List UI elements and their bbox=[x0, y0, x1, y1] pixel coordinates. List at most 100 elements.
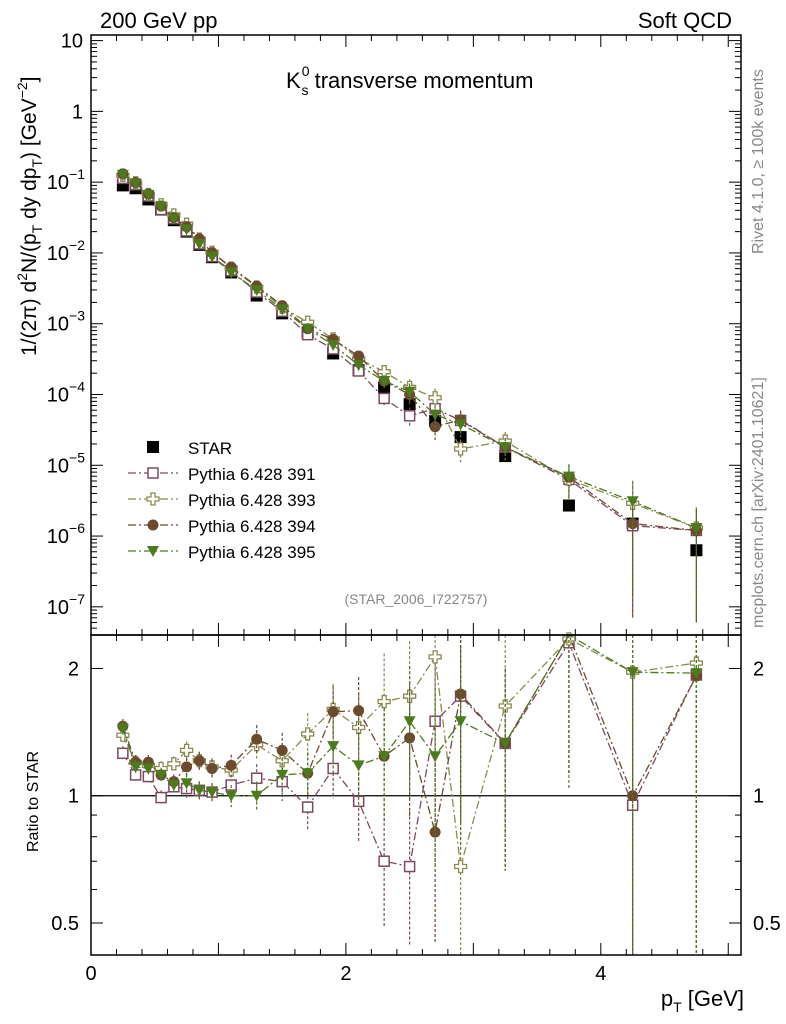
data-point bbox=[403, 410, 416, 422]
x-tick-label: 2 bbox=[340, 963, 351, 985]
ratio-line bbox=[122, 633, 697, 833]
data-point bbox=[499, 450, 512, 463]
data-point bbox=[167, 213, 180, 225]
data-point bbox=[378, 376, 391, 388]
data-point bbox=[626, 496, 639, 508]
ratio-point bbox=[142, 763, 155, 775]
series-line bbox=[122, 174, 697, 529]
ratio-point bbox=[626, 667, 639, 679]
series-pythia-6-428-395 bbox=[116, 169, 703, 621]
data-point bbox=[301, 323, 314, 335]
data-point bbox=[562, 499, 575, 512]
header-right-label: Soft QCD bbox=[638, 8, 732, 33]
ratio-point bbox=[155, 769, 168, 781]
ratio-frame bbox=[90, 634, 742, 956]
x-axis-label: pT [GeV] bbox=[661, 986, 744, 1015]
data-point bbox=[206, 251, 219, 263]
legend-label: Pythia 6.428 393 bbox=[188, 491, 316, 510]
ratio-tick-label: 2 bbox=[68, 658, 79, 680]
data-point bbox=[155, 201, 168, 213]
data-point bbox=[225, 267, 238, 279]
ratio-point bbox=[454, 716, 467, 728]
y-tick-label: 1 bbox=[72, 101, 83, 123]
ratio-point bbox=[206, 787, 219, 799]
legend-item: Pythia 6.428 393 bbox=[128, 491, 316, 510]
title-rest: transverse momentum bbox=[308, 68, 533, 93]
data-point bbox=[562, 471, 575, 483]
ratio-tick-label-right: 0.5 bbox=[753, 913, 781, 935]
legend-label: Pythia 6.428 391 bbox=[188, 465, 316, 484]
ratio-point bbox=[403, 716, 416, 728]
data-point bbox=[276, 304, 289, 316]
ratio-point bbox=[378, 855, 390, 867]
series-line bbox=[122, 177, 697, 532]
data-point bbox=[453, 442, 468, 456]
ratio-point bbox=[327, 741, 340, 753]
title-subscript: s bbox=[301, 82, 308, 98]
ratio-point bbox=[377, 694, 391, 709]
data-point bbox=[429, 409, 442, 421]
ratio-point bbox=[352, 760, 365, 772]
ratio-point bbox=[117, 747, 129, 760]
data-point bbox=[142, 189, 155, 201]
ratio-point bbox=[353, 705, 365, 717]
ratio-point bbox=[167, 780, 180, 792]
ratio-point bbox=[250, 790, 263, 802]
ratio-point bbox=[402, 689, 417, 703]
ratio-plot-area bbox=[116, 632, 704, 955]
ratio-point bbox=[155, 791, 167, 804]
ratio-point bbox=[206, 762, 218, 774]
legend-label: Pythia 6.428 394 bbox=[188, 517, 316, 536]
legend-item: Pythia 6.428 394 bbox=[128, 517, 316, 536]
ratio-point bbox=[167, 757, 181, 771]
main-ylabel: 1/(2π) d2N/(pT dy dpT) [GeV−2] bbox=[14, 76, 45, 356]
series-line bbox=[122, 173, 697, 532]
data-point bbox=[327, 340, 340, 352]
data-point bbox=[352, 360, 365, 372]
ratio-point bbox=[327, 706, 339, 718]
ratio-point bbox=[301, 727, 315, 741]
legend-marker bbox=[147, 441, 159, 453]
ratio-point bbox=[429, 826, 441, 838]
data-point bbox=[454, 419, 467, 431]
ratio-point bbox=[378, 751, 391, 763]
ratio-point bbox=[225, 790, 238, 802]
legend: STAR Pythia 6.428 391 Pythia 6.428 393 Pyth… bbox=[128, 439, 316, 562]
ratio-line bbox=[122, 634, 697, 797]
ratio-series-pythia-6-428-395 bbox=[116, 634, 703, 955]
ratio-tick-label-right: 1 bbox=[753, 786, 764, 808]
data-point bbox=[353, 350, 365, 362]
ratio-point bbox=[225, 759, 237, 771]
y-tick-label: 10−7 bbox=[47, 591, 85, 619]
data-point bbox=[428, 391, 442, 405]
ratio-point bbox=[403, 860, 416, 873]
data-point bbox=[129, 178, 142, 190]
x-axis: 0 2 4 bbox=[85, 35, 729, 985]
data-point bbox=[403, 386, 416, 398]
ratio-point bbox=[276, 769, 289, 781]
ratio-point bbox=[499, 738, 512, 750]
series-line bbox=[122, 174, 697, 529]
legend-label: STAR bbox=[188, 439, 232, 458]
y-tick-label: 10−5 bbox=[47, 449, 85, 477]
title-superscript: 0 bbox=[302, 63, 310, 79]
ratio-tick-label: 0.5 bbox=[51, 913, 79, 935]
ratio-point bbox=[352, 795, 365, 808]
ratio-point bbox=[276, 744, 288, 756]
ratio-point bbox=[181, 761, 193, 773]
legend-item: Pythia 6.428 395 bbox=[128, 543, 316, 562]
data-point bbox=[193, 238, 206, 250]
main-y-axis: 10 1 10−1 10−2 10−3 10−4 10−5 10−6 10−7 bbox=[47, 31, 741, 636]
ratio-point bbox=[428, 650, 442, 664]
ratio-line bbox=[122, 641, 697, 868]
legend-marker bbox=[147, 519, 159, 531]
main-plot-area bbox=[116, 168, 704, 623]
data-point bbox=[116, 169, 129, 181]
title-main: K bbox=[286, 68, 301, 93]
analysis-watermark: (STAR_2006_I722757) bbox=[345, 591, 488, 607]
ratio-point bbox=[429, 751, 442, 763]
ratio-point bbox=[301, 768, 314, 780]
ratio-point bbox=[179, 743, 194, 758]
ratio-point bbox=[116, 723, 129, 735]
x-tick-label: 0 bbox=[85, 963, 96, 985]
